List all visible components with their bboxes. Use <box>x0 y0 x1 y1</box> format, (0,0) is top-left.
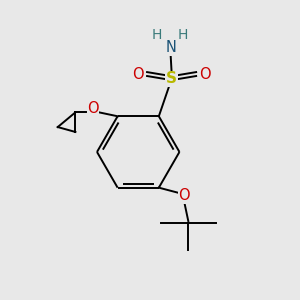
Text: O: O <box>178 188 190 203</box>
Text: O: O <box>199 67 211 82</box>
Text: H: H <box>177 28 188 42</box>
Text: O: O <box>132 67 144 82</box>
Text: N: N <box>165 40 176 55</box>
Text: S: S <box>166 71 177 86</box>
Text: H: H <box>152 28 162 42</box>
Text: O: O <box>87 101 99 116</box>
